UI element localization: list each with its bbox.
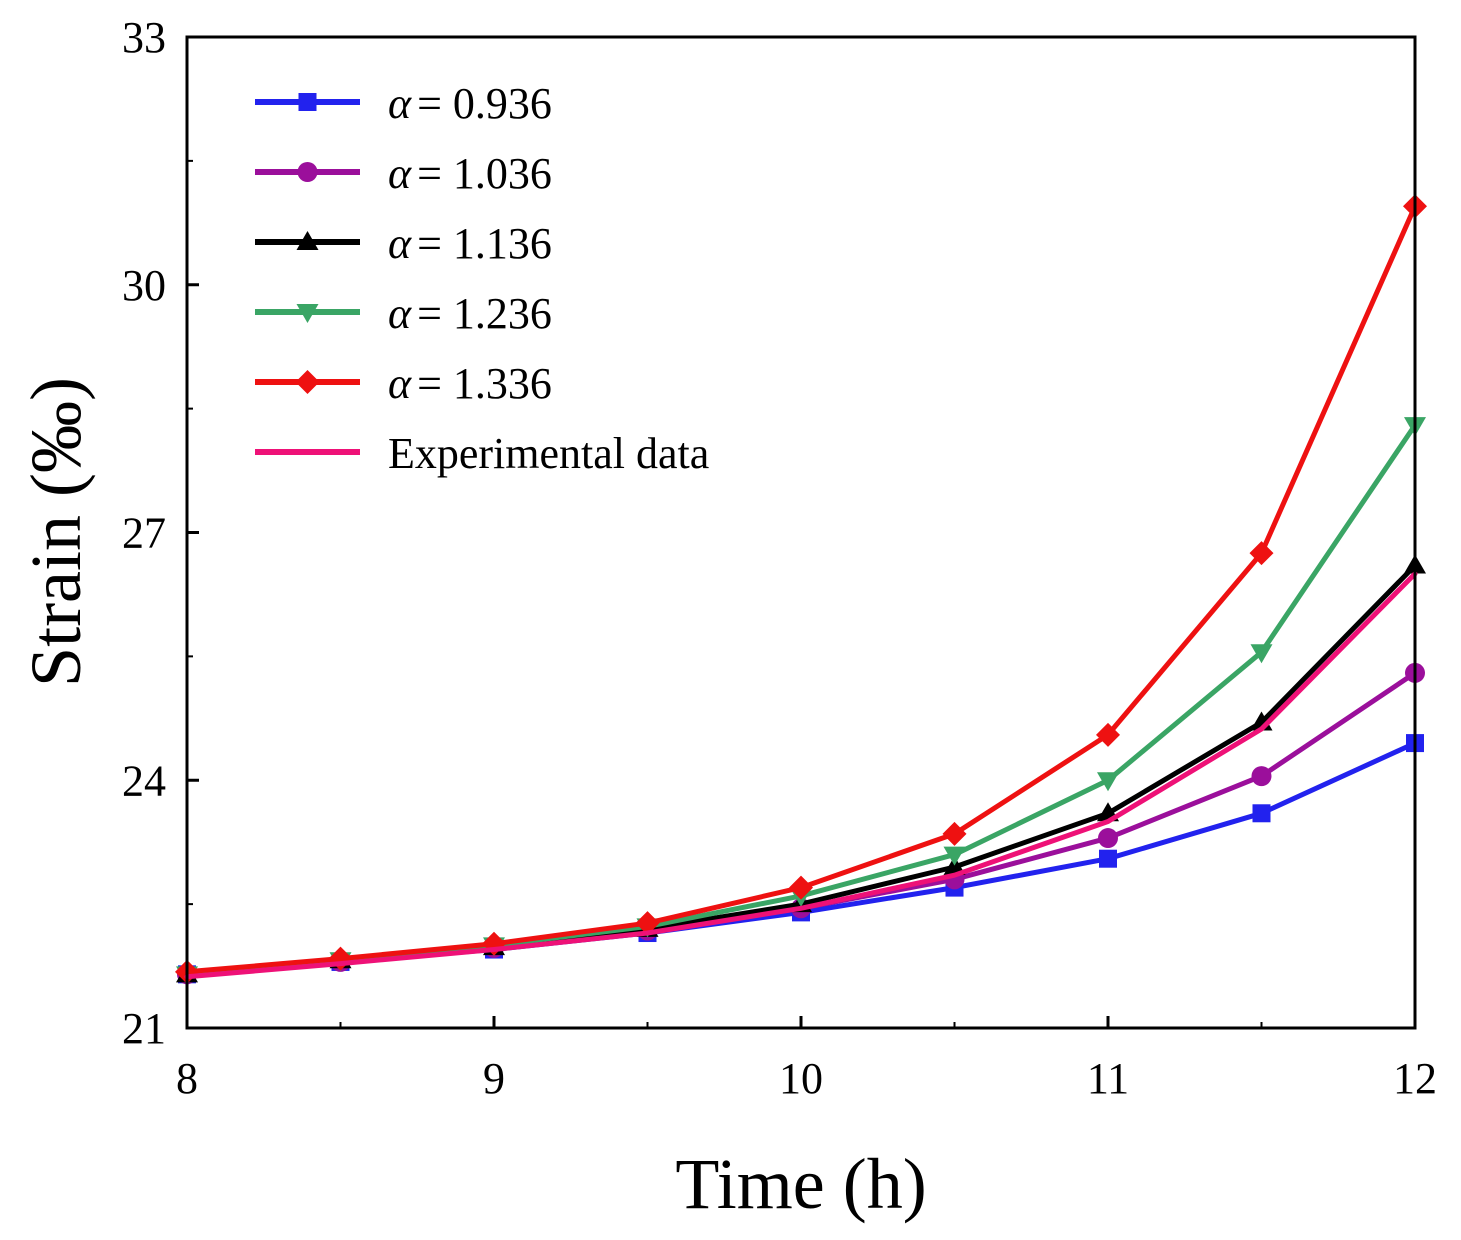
legend-value: = 1.136 [417,219,552,268]
data-point [1098,828,1118,849]
legend-entry-5: Experimental data [255,429,709,478]
x-tick-label: 8 [176,1054,198,1103]
legend-swatch-marker [297,162,318,182]
legend-entry-3: α = 1.236 [255,289,552,338]
x-tick-label: 9 [483,1054,505,1103]
legend-entry-2: α = 1.136 [255,219,552,268]
legend-alpha-symbol: α [388,359,412,408]
legend-swatch-marker [298,93,317,111]
legend-value: = 1.336 [417,359,552,408]
legend-entry-0: α = 0.936 [255,79,552,128]
legend-label: α = 0.936 [388,79,552,128]
series-4 [175,194,1427,984]
data-point [1096,722,1120,747]
series-1 [177,662,1425,985]
legend-label: Experimental data [388,429,709,478]
legend-swatch-marker [295,370,320,394]
legend-alpha-symbol: α [388,289,412,338]
series-layer [175,194,1427,986]
y-tick-label: 27 [122,509,166,558]
legend-alpha-symbol: α [388,149,412,198]
data-point [1099,849,1117,868]
data-point [942,821,967,846]
legend-value: = 1.036 [417,149,552,198]
series-5 [184,571,1418,980]
series-line-4 [184,203,1418,975]
y-tick-label: 33 [122,13,166,62]
x-tick-label: 12 [1393,1054,1437,1103]
x-tick-label: 11 [1087,1054,1129,1103]
legend-label: α = 1.036 [388,149,552,198]
series-line-5 [184,571,1418,980]
legend-entry-1: α = 1.036 [255,149,552,198]
legend-swatch-marker [296,304,319,323]
data-point [789,875,813,900]
series-0 [178,734,1424,984]
data-point [1252,804,1271,823]
y-tick-label: 30 [122,261,166,310]
data-point [943,846,966,866]
data-point [1097,772,1119,792]
y-axis-title: Strain (‰) [16,377,96,687]
legend-swatch-marker [296,231,319,250]
data-point [1250,644,1273,664]
legend-label: α = 1.136 [388,219,552,268]
y-tick-label: 24 [122,756,166,805]
ticks-layer: 8 9 10 11 12 21 24 27 30 33 [122,13,1437,1103]
y-tick-label: 21 [122,1004,166,1053]
legend-alpha-symbol: α [388,219,412,268]
series-3 [176,417,1426,986]
legend-label: α = 1.236 [388,289,552,338]
data-point [1251,766,1272,787]
x-axis-title: Time (h) [675,1144,926,1224]
series-line-0 [184,740,1418,977]
data-point [1249,541,1274,566]
data-point [635,911,660,936]
x-tick-label: 10 [779,1054,823,1103]
legend-value: = 1.236 [417,289,552,338]
legend-entry-4: α = 1.336 [255,359,552,408]
legend-value: = 0.936 [417,79,552,128]
legend-alpha-symbol: α [388,79,412,128]
legend-label: α = 1.336 [388,359,552,408]
